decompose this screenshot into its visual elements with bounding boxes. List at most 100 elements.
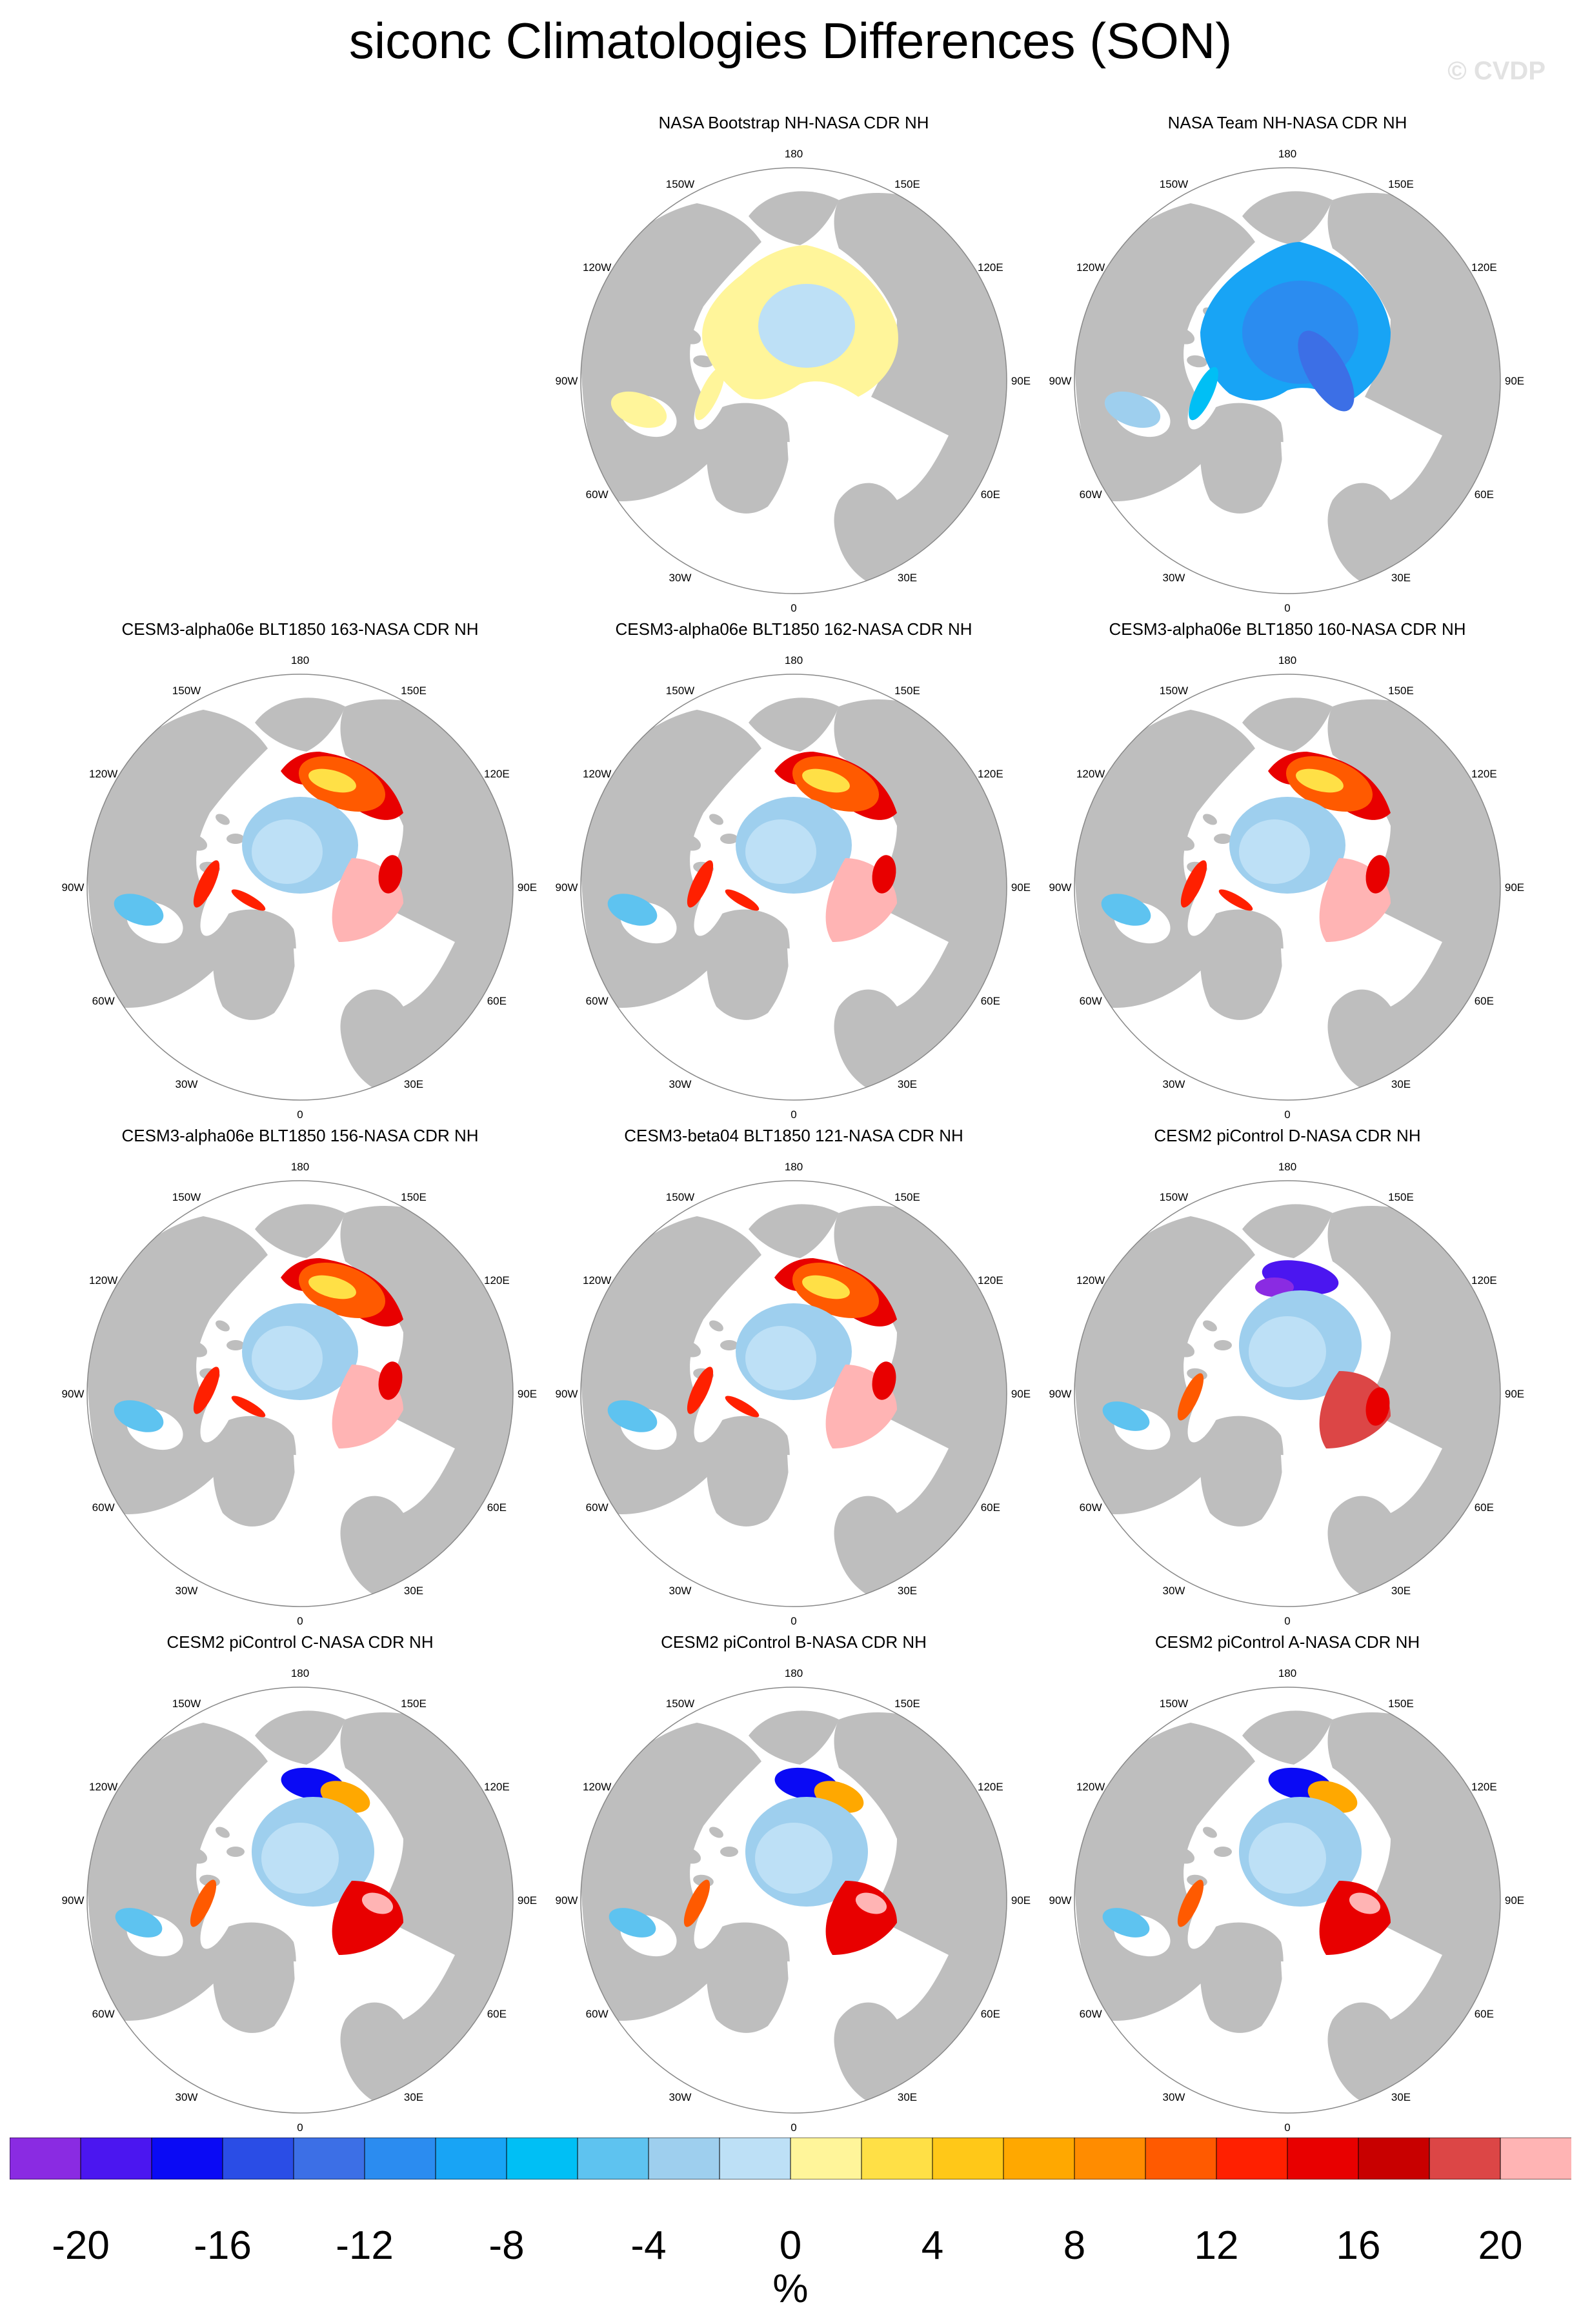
polar-map: 180 150E 120E 90E 60E 30E 0 30W 60W 90W 120W 150W [1049, 1667, 1525, 2134]
arctic-island [1137, 1886, 1154, 1901]
longitude-label: 150E [1388, 178, 1414, 190]
arctic-island [720, 1340, 738, 1350]
arctic-island [643, 366, 660, 382]
map-border [86, 674, 514, 1101]
arctic-island [1151, 1866, 1173, 1883]
baffin-ice-positive [190, 1879, 217, 1927]
colorbar-swatch [1003, 2138, 1075, 2179]
longitude-label: 150W [666, 1191, 694, 1203]
arctic-island [657, 1866, 679, 1883]
longitude-label: 180 [1278, 654, 1296, 666]
arctic-island [216, 1827, 230, 1838]
greenland-edge-positive [1218, 889, 1253, 911]
polar-map: 180 150E 120E 90E 60E 30E 0 30W 60W 90W 120W 150W [556, 654, 1031, 1121]
longitude-label: 60E [1475, 995, 1494, 1007]
longitude-label: 0 [297, 2121, 303, 2134]
baffin-ice-positive [193, 1367, 220, 1414]
polar-map: 180 150E 120E 90E 60E 30E 0 30W 60W 90W 120W 150W [62, 654, 538, 1121]
ice-difference-weak-positive [1296, 768, 1344, 793]
longitude-label: 60E [1475, 1501, 1494, 1514]
arctic-island [227, 1340, 245, 1350]
bering-land [1242, 1710, 1333, 1765]
arctic-island [1203, 1320, 1217, 1332]
longitude-label: 60E [981, 2008, 1000, 2020]
longitude-label: 120W [583, 1781, 611, 1793]
hudson-ice-negative [1102, 1908, 1150, 1938]
longitude-label: 150W [666, 1698, 694, 1710]
longitude-label: 30W [176, 2091, 198, 2103]
panel-title: CESM2 piControl D-NASA CDR NH [1154, 1126, 1421, 1145]
longitude-label: 60E [981, 995, 1000, 1007]
longitude-label: 120E [1471, 768, 1497, 780]
baffin-bay [200, 1883, 239, 1949]
longitude-label: 180 [785, 1667, 803, 1679]
map-panel: CESM3-beta04 BLT1850 121-NASA CDR NH 180 1… [536, 1126, 1052, 1636]
scandinavia-land [340, 2002, 403, 2103]
longitude-label: 60W [92, 2008, 115, 2020]
colorbar-swatch [932, 2138, 1004, 2179]
nordic-sea [787, 948, 839, 1065]
ice-difference-near-zero [758, 284, 855, 368]
longitude-label: 0 [1284, 2121, 1290, 2134]
colorbar-label: -20 [52, 2223, 110, 2268]
longitude-label: 150W [172, 685, 201, 697]
arctic-island [668, 1392, 694, 1408]
ice-difference-near-zero [745, 819, 816, 884]
arctic-island [657, 853, 679, 870]
baffin-bay [694, 1377, 732, 1443]
scandinavia-land [1327, 483, 1391, 584]
baffin-ice-positive [683, 1879, 710, 1927]
hudson-ice-positive [610, 391, 667, 428]
longitude-label: 30E [1391, 1078, 1411, 1090]
map-border [86, 1180, 514, 1607]
arctic-island [673, 326, 701, 345]
longitude-label: 120W [583, 261, 611, 274]
longitude-label: 120E [978, 768, 1003, 780]
longitude-label: 150E [894, 1698, 920, 1710]
hudson-ice-negative [609, 1908, 656, 1938]
arctic-island [179, 833, 208, 851]
greenland-land [707, 403, 790, 514]
longitude-label: 30W [1163, 1078, 1185, 1090]
longitude-label: 150W [172, 1191, 201, 1203]
panel-title: CESM3-alpha06e BLT1850 162-NASA CDR NH [615, 619, 972, 639]
polar-map: 180 150E 120E 90E 60E 30E 0 30W 60W 90W 120W 150W [1049, 1161, 1525, 1627]
arctic-island [720, 834, 738, 844]
arctic-island [1151, 1359, 1173, 1376]
colorbar-swatch [719, 2138, 791, 2179]
colorbar-label: 0 [779, 2223, 802, 2268]
longitude-label: 120E [978, 1781, 1003, 1793]
arctic-island [1167, 326, 1195, 345]
greenland-land [213, 1922, 296, 2033]
longitude-label: 30W [1163, 2091, 1185, 2103]
longitude-label: 60W [92, 995, 115, 1007]
arctic-island [693, 355, 714, 368]
map-border [580, 167, 1007, 594]
panel-title: NASA Team NH-NASA CDR NH [1167, 113, 1407, 132]
panel-title: CESM2 piControl C-NASA CDR NH [166, 1632, 434, 1652]
bering-land [749, 191, 839, 245]
bering-land [749, 697, 839, 752]
map-panel: CESM3-alpha06e BLT1850 160-NASA CDR NH 18… [1029, 619, 1546, 1129]
arctic-island [1203, 814, 1217, 825]
arctic-island [668, 379, 694, 395]
ice-difference-near-zero [261, 1823, 339, 1894]
longitude-label: 120W [583, 1274, 611, 1287]
longitude-label: 0 [790, 602, 796, 614]
colorbar-swatch [1429, 2138, 1501, 2179]
ice-difference-stronger-negative [1298, 330, 1354, 412]
ice-difference-weak-positive [308, 768, 356, 793]
greenland-edge-positive [231, 1396, 266, 1417]
ice-difference-barents-positive [855, 1892, 887, 1914]
longitude-label: 60E [487, 2008, 507, 2020]
longitude-label: 60W [1080, 995, 1102, 1007]
baffin-ice-positive [1177, 1879, 1204, 1927]
longitude-label: 90W [1049, 375, 1072, 387]
longitude-label: 150E [894, 178, 920, 190]
greenland-edge-positive [725, 1396, 760, 1417]
bering-land [255, 1710, 345, 1765]
polar-map: 180 150E 120E 90E 60E 30E 0 30W 60W 90W 120W 150W [62, 1667, 538, 2134]
greenland-land [1200, 403, 1284, 514]
map-border [1074, 1180, 1501, 1607]
arctic-island [150, 1886, 166, 1901]
